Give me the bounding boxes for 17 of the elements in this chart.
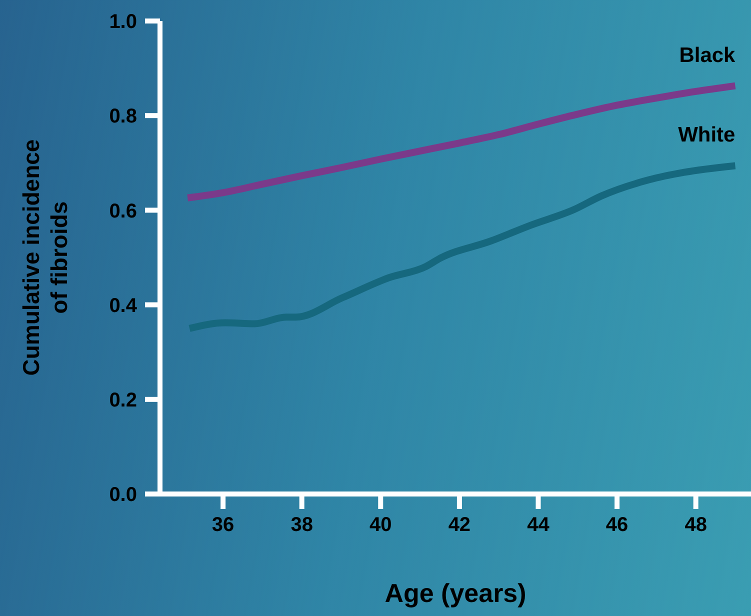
y-tick-label: 0.6 [109,200,137,222]
y-tick-label: 1.0 [109,11,137,34]
x-tick-label: 38 [290,514,313,536]
y-axis-title: Cumulative incidence of fibroids [18,139,72,376]
x-tick-label: 48 [684,514,707,536]
series-label: White [678,124,736,147]
y-tick-label: 0.4 [109,294,138,317]
x-tick-label: 40 [370,514,392,536]
y-tick-label: 0.2 [109,390,137,412]
x-tick-label: 42 [448,514,471,536]
x-tick-label: 46 [606,514,628,536]
x-axis-title: Age (years) [384,578,526,608]
series-label: Black [679,44,736,67]
y-tick-label: 0.8 [109,106,137,128]
x-tick-label: 44 [527,514,550,536]
y-tick-label: 0.0 [109,484,137,506]
x-tick-label: 36 [212,514,234,536]
